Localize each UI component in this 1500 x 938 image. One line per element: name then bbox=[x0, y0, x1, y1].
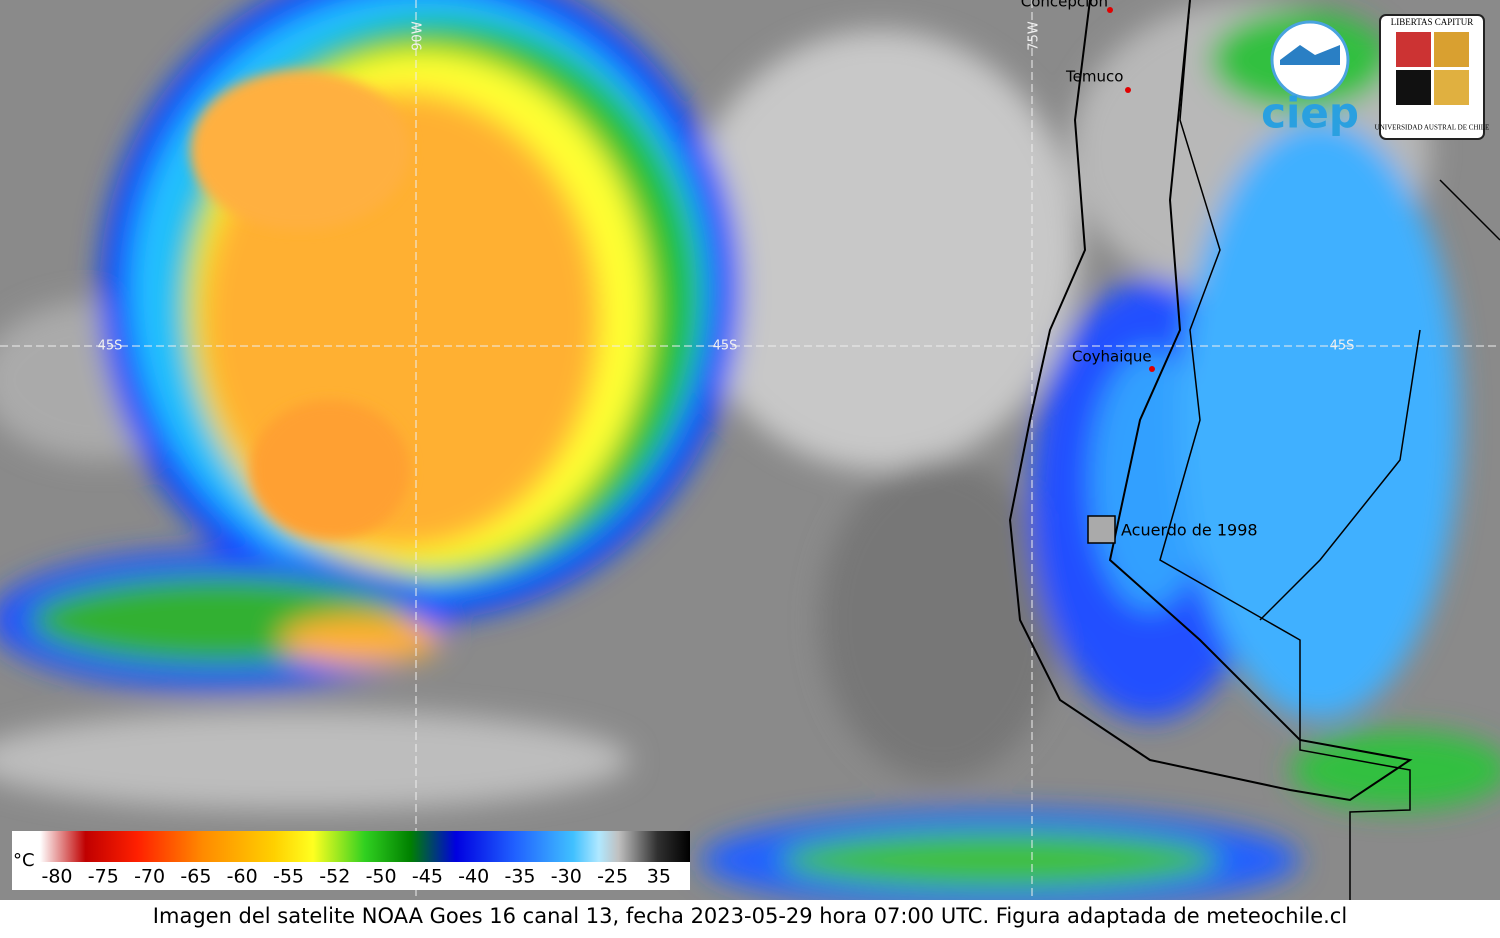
grid-labels: 90W 75W 45S 45S 45S bbox=[98, 21, 1355, 353]
cities: Concepción Temuco Coyhaique Acuerdo de 1… bbox=[1021, 0, 1258, 544]
colorbar-tick-label: -50 bbox=[366, 866, 397, 888]
colorbar-tick-label: -60 bbox=[227, 866, 258, 888]
city-label: Concepción bbox=[1021, 0, 1108, 11]
colorbar: °C -80 -75 -70 -65 -60 -55 -52 -50 -45 -40 -35 -30-… bbox=[12, 831, 690, 890]
colorbar-tick-label: -80 bbox=[41, 866, 72, 888]
city-label: Coyhaique bbox=[1072, 348, 1152, 366]
logo-text: ciep bbox=[1261, 89, 1359, 138]
satellite-image bbox=[0, 0, 1500, 910]
colorbar-tick-label: -70 bbox=[134, 866, 165, 888]
grid-label: 45S bbox=[713, 339, 738, 354]
colorbar-tick-label: -35 bbox=[504, 866, 535, 888]
colorbar-tick-label: 35 bbox=[647, 866, 671, 888]
logo-text: LIBERTAS CAPITUR bbox=[1391, 17, 1474, 27]
grid-label: 45S bbox=[1330, 339, 1355, 354]
caption: Imagen del satelite NOAA Goes 16 canal 1… bbox=[153, 904, 1347, 928]
grid-label: 90W bbox=[411, 21, 426, 51]
colorbar-tick-label: -65 bbox=[180, 866, 211, 888]
colorbar-tick-label: -52 bbox=[319, 866, 350, 888]
colorbar-tick-label: -75 bbox=[88, 866, 119, 888]
coastline bbox=[1008, 0, 1413, 802]
colorbar-tick-label: -40 bbox=[458, 866, 489, 888]
graticule bbox=[0, 0, 1500, 900]
colorbar-tick-label: -25 bbox=[597, 866, 628, 888]
colorbar-tick-label: -45 bbox=[412, 866, 443, 888]
grid-label: 75W bbox=[1027, 21, 1042, 51]
colorbar-tick-label: -55 bbox=[273, 866, 304, 888]
logos: ciep LIBERTAS CAPITUR UNIVERSIDAD AUSTRA… bbox=[1261, 14, 1490, 140]
borders bbox=[1159, 0, 1500, 900]
logo-text: UNIVERSIDAD AUSTRAL DE CHILE bbox=[1375, 124, 1490, 132]
city-label: Temuco bbox=[1065, 68, 1123, 86]
annotation: Acuerdo de 1998 bbox=[1121, 521, 1258, 540]
grid-label: 45S bbox=[98, 339, 123, 354]
colorbar-unit: °C bbox=[13, 850, 35, 871]
colorbar-tick-label: -30 bbox=[551, 866, 582, 888]
